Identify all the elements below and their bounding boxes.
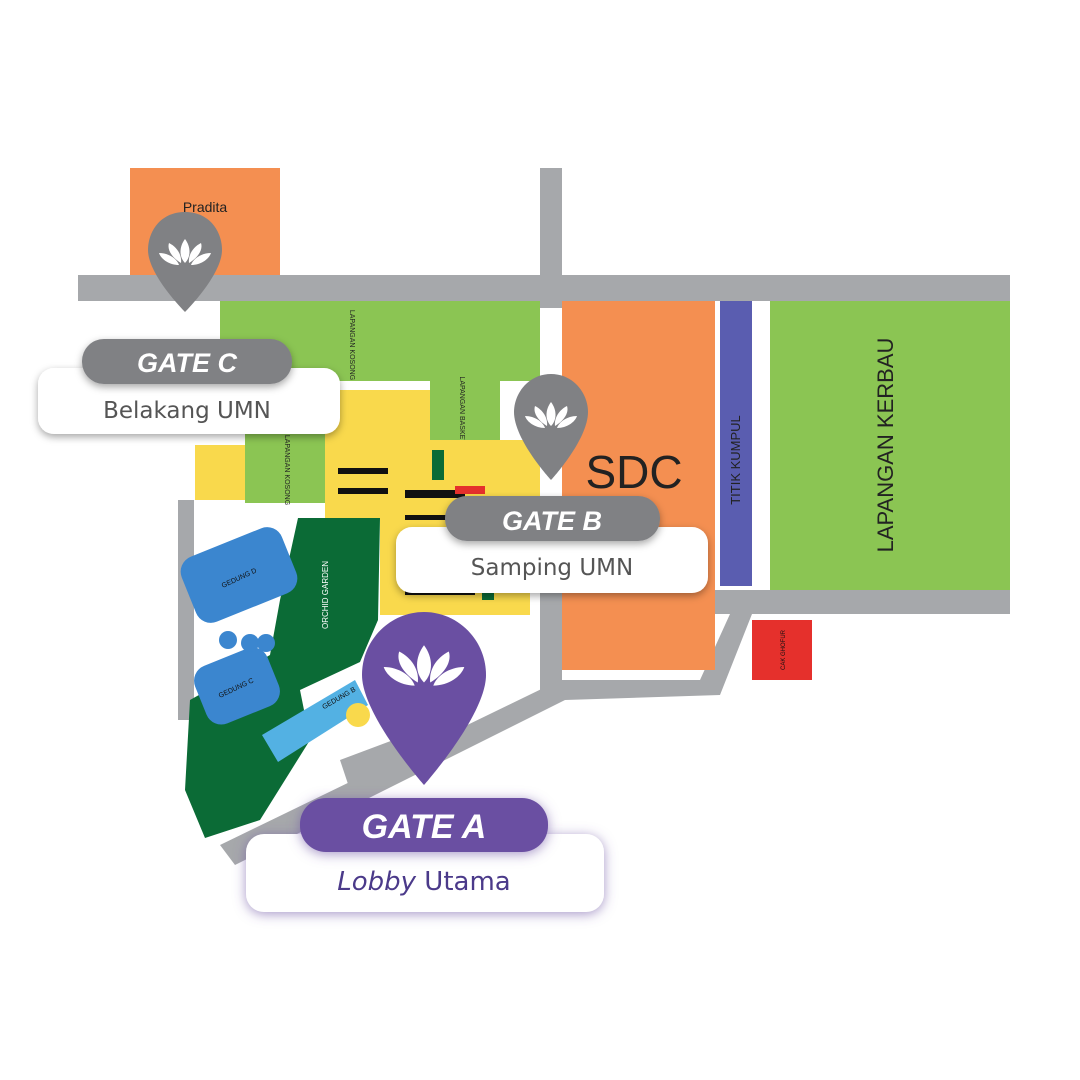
gate-a-title: GATE A bbox=[362, 808, 487, 846]
label-sdc: SDC bbox=[585, 446, 682, 498]
road-right-lower bbox=[715, 590, 1010, 614]
road-vertical-mid bbox=[540, 590, 562, 700]
field-lapangan-kerbau[interactable] bbox=[770, 301, 1010, 590]
gate-c-title-pill bbox=[82, 339, 292, 384]
map-pin-icon bbox=[362, 612, 486, 785]
building-gedung-d[interactable] bbox=[176, 522, 302, 627]
gate-b-title-pill bbox=[445, 496, 660, 541]
orchid-garden[interactable] bbox=[185, 518, 380, 838]
gate-c-subtitle: Belakang UMN bbox=[103, 398, 271, 424]
map-pin-icon bbox=[514, 374, 588, 480]
label-orchid-garden: ORCHID GARDEN bbox=[321, 561, 330, 629]
gate-b-subtitle: Samping UMN bbox=[471, 555, 633, 581]
label-lapangan-kerbau: LAPANGAN KERBAU bbox=[873, 338, 898, 553]
road-north-vertical bbox=[540, 168, 562, 308]
label-titik-kumpul: TITIK KUMPUL bbox=[728, 415, 743, 505]
label-lapangan-basket: LAPANGAN BASKET bbox=[458, 376, 465, 444]
building-sdc[interactable] bbox=[562, 301, 715, 670]
building-gedung-c[interactable] bbox=[189, 643, 285, 730]
gate-b-marker[interactable]: GATE B Samping UMN bbox=[396, 374, 708, 593]
gate-c-marker[interactable]: GATE C Belakang UMN bbox=[38, 212, 340, 434]
gate-c-title: GATE C bbox=[137, 348, 237, 378]
gate-b-subtitle-card bbox=[396, 527, 708, 593]
field-lapangan-basket[interactable] bbox=[430, 378, 500, 448]
label-lapangan-kosong-top: LAPANGAN KOSONG bbox=[348, 310, 355, 380]
titik-kumpul[interactable] bbox=[720, 301, 752, 586]
blue-circles bbox=[219, 631, 275, 652]
road-left-vertical bbox=[178, 500, 194, 720]
label-cak-ghofur: CAK GHOFUR bbox=[781, 629, 787, 670]
label-pradita: Pradita bbox=[183, 199, 228, 215]
gate-a-marker[interactable]: GATE A Lobby Utama bbox=[246, 612, 604, 912]
gate-b-title: GATE B bbox=[502, 506, 602, 536]
building-gedung-b[interactable] bbox=[262, 680, 368, 762]
gate-c-subtitle-card bbox=[38, 368, 340, 434]
label-lapangan-kosong-left: LAPANGAN KOSONG bbox=[283, 435, 290, 505]
building-cak-ghofur[interactable] bbox=[752, 620, 812, 680]
gate-a-subtitle-card bbox=[246, 834, 604, 912]
yellow-dot bbox=[346, 703, 370, 727]
gate-a-title-pill bbox=[300, 798, 548, 852]
gate-a-subtitle: Lobby Utama bbox=[337, 867, 510, 897]
